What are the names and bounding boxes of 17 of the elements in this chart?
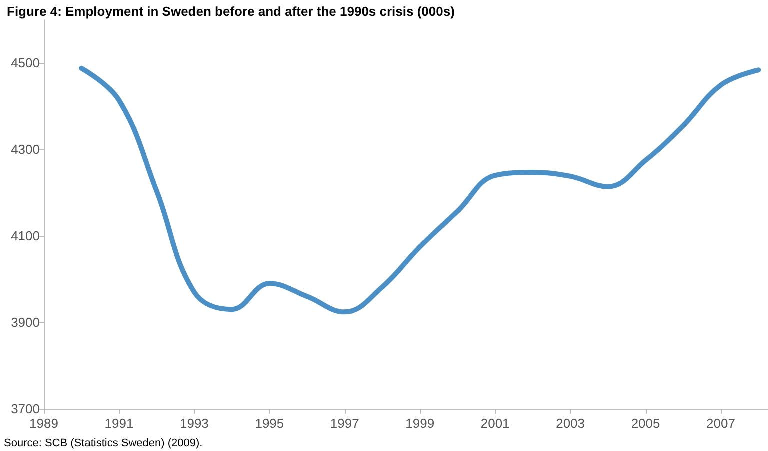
x-tick-label: 2001 (480, 416, 510, 431)
x-tick-label: 2003 (556, 416, 586, 431)
y-tick-label: 4300 (11, 142, 40, 158)
y-tick-label: 4100 (11, 228, 40, 244)
x-tick-label: 1989 (30, 416, 58, 431)
source-note: Source: SCB (Statistics Sweden) (2009). (4, 438, 203, 450)
x-tick-label: 1991 (104, 416, 134, 431)
x-tick-label: 1999 (406, 416, 435, 431)
y-tick-label: 4500 (11, 56, 40, 71)
y-tick-label: 3900 (11, 315, 40, 330)
x-tick-label: 2007 (706, 416, 736, 431)
x-tick-label: 1995 (255, 416, 284, 431)
y-tick-label: 3700 (11, 402, 40, 416)
x-tick-label: 1997 (330, 416, 360, 431)
x-tick-label: 2005 (631, 416, 660, 431)
chart-title: Figure 4: Employment in Sweden before and after the 1990s crisis (000s) (7, 4, 455, 19)
x-tick-label: 1993 (180, 416, 209, 431)
